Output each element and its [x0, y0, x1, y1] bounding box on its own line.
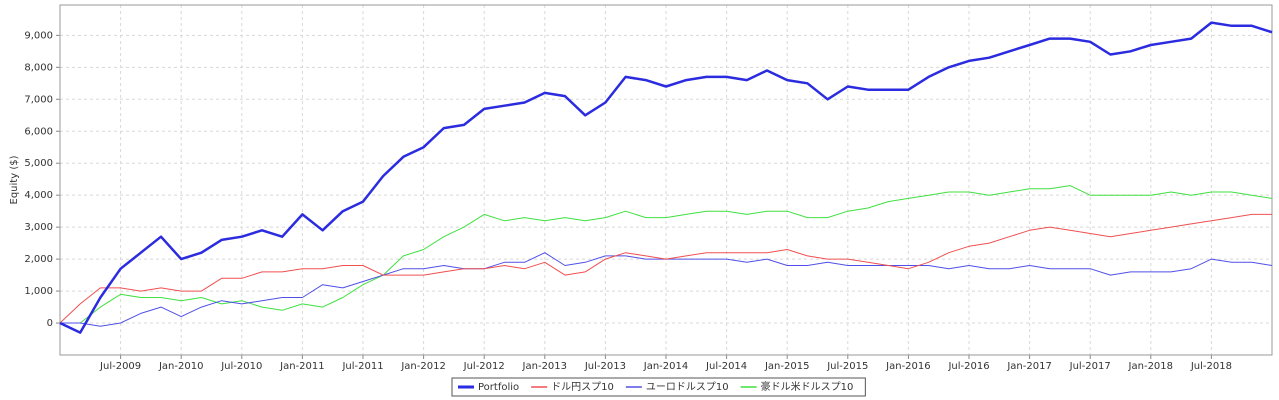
- x-tick-label: Jan-2011: [279, 361, 324, 372]
- x-tick-label: Jan-2014: [643, 361, 688, 372]
- series-line: [60, 185, 1273, 324]
- plot-border: [59, 4, 1273, 356]
- legend-label: Portfolio: [478, 382, 519, 393]
- x-tick-label: Jan-2018: [1128, 361, 1173, 372]
- x-tick-label: Jul-2014: [705, 361, 747, 372]
- y-tick-label: 3,000: [24, 222, 53, 233]
- series-line: [59, 21, 1273, 334]
- x-tick-label: Jul-2011: [341, 361, 383, 372]
- y-tick-label: 9,000: [24, 30, 53, 41]
- x-tick-label: Jul-2016: [947, 361, 989, 372]
- y-tick-label: 1,000: [24, 286, 53, 297]
- y-tick-label: 2,000: [24, 254, 53, 265]
- legend: Portfolio ドル円スプ10 ユーロドルスプ10 豪ドル米ドルスプ10: [451, 377, 866, 397]
- y-axis-label: Equity ($): [9, 155, 20, 204]
- x-tick-label: Jul-2018: [1190, 361, 1232, 372]
- y-tick-label: 8,000: [24, 62, 53, 73]
- x-tick-label: Jul-2012: [463, 361, 505, 372]
- y-tick-label: 5,000: [24, 158, 53, 169]
- y-tick-label: 0: [47, 318, 53, 329]
- series-line: [59, 213, 1272, 324]
- legend-box: [451, 377, 866, 397]
- x-tick-label: Jul-2013: [584, 361, 626, 372]
- y-tick-label: 7,000: [24, 94, 53, 105]
- x-tick-label: Jan-2012: [400, 361, 445, 372]
- x-tick-label: Jul-2010: [220, 361, 262, 372]
- legend-label: 豪ドル米ドルスプ10: [761, 380, 854, 393]
- x-tick-label: Jan-2010: [158, 361, 203, 372]
- y-tick-label: 6,000: [24, 126, 53, 137]
- legend-label: ドル円スプ10: [551, 381, 614, 393]
- y-tick-label: 4,000: [24, 190, 53, 201]
- x-tick-label: Jan-2016: [885, 361, 930, 372]
- x-tick-label: Jan-2013: [522, 361, 567, 372]
- x-tick-label: Jul-2017: [1069, 361, 1111, 372]
- legend-label: ユーロドルスプ10: [646, 381, 729, 393]
- x-tick-label: Jul-2009: [99, 361, 141, 372]
- x-tick-label: Jul-2015: [826, 361, 868, 372]
- x-tick-label: Jan-2015: [764, 361, 809, 372]
- x-tick-label: Jan-2017: [1006, 361, 1051, 372]
